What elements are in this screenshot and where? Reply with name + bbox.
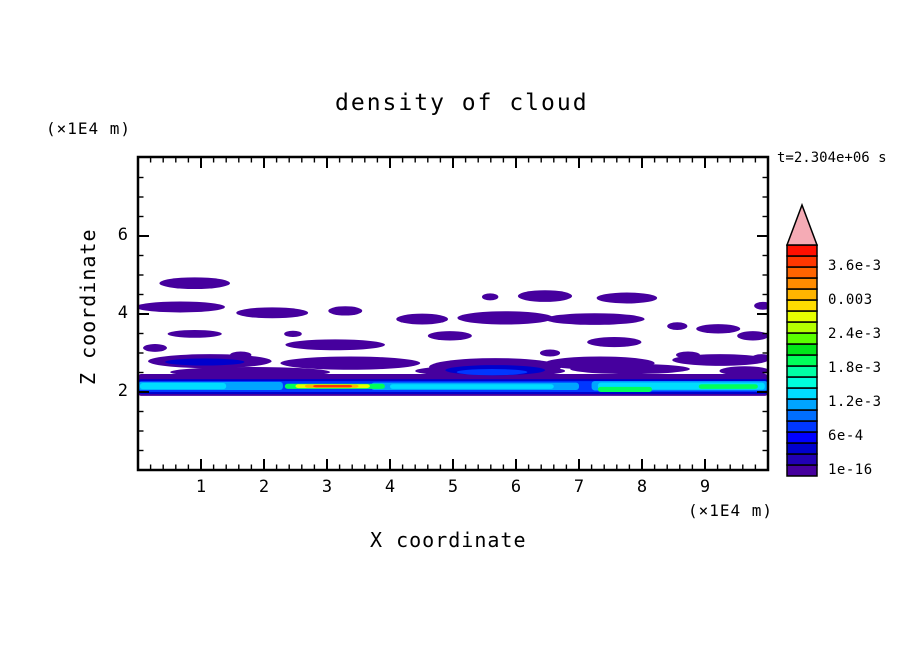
- timestamp-label: t=2.304e+06 s: [777, 150, 887, 166]
- colorbar-segment: [786, 442, 818, 455]
- colorbar-segment: [786, 288, 818, 301]
- colorbar-segment: [786, 376, 818, 389]
- colorbar-segment: [786, 255, 818, 268]
- y-tick-label: 2: [117, 381, 128, 401]
- x-tick-label: 4: [384, 477, 396, 497]
- colorbar-segment: [786, 266, 818, 279]
- colorbar-segment: [786, 343, 818, 356]
- y-axis-unit: (×1E4 m): [46, 119, 132, 138]
- x-axis-title: X coordinate: [370, 528, 527, 552]
- colorbar-segment: [786, 431, 818, 444]
- colorbar-segment: [786, 332, 818, 345]
- y-tick-label: 6: [117, 225, 128, 245]
- x-tick-label: 8: [636, 477, 648, 497]
- x-tick-label: 3: [321, 477, 333, 497]
- x-tick-label: 7: [573, 477, 585, 497]
- colorbar-segment: [786, 321, 818, 334]
- colorbar-segment: [786, 420, 818, 433]
- colorbar-label: 6e-4: [828, 428, 864, 444]
- colorbar-label: 0.003: [828, 292, 873, 308]
- colorbar-segment: [786, 244, 818, 257]
- x-axis-unit: (×1E4 m): [688, 501, 774, 520]
- colorbar-segment: [786, 310, 818, 323]
- colorbar-segment: [786, 277, 818, 290]
- colorbar-label: 2.4e-3: [828, 326, 882, 342]
- x-tick-label: 5: [447, 477, 459, 497]
- colorbar-segment: [786, 365, 818, 378]
- colorbar-segment: [786, 299, 818, 312]
- x-tick-label: 6: [510, 477, 522, 497]
- page-title: density of cloud: [335, 90, 589, 116]
- colorbar-segment: [786, 453, 818, 466]
- x-tick-label: 1: [195, 477, 207, 497]
- colorbar-segment: [786, 409, 818, 422]
- colorbar-label: 1.8e-3: [828, 360, 882, 376]
- colorbar-segment: [786, 387, 818, 400]
- colorbar-label: 1e-16: [828, 462, 873, 478]
- x-tick-label: 9: [699, 477, 711, 497]
- colorbar-segment: [786, 398, 818, 411]
- x-tick-label: 2: [258, 477, 270, 497]
- colorbar-segment: [786, 464, 818, 477]
- y-tick-label: 4: [117, 303, 128, 323]
- colorbar-overflow-arrow: [785, 202, 819, 246]
- colorbar-segment: [786, 354, 818, 367]
- colorbar-label: 3.6e-3: [828, 258, 882, 274]
- colorbar-label: 1.2e-3: [828, 394, 882, 410]
